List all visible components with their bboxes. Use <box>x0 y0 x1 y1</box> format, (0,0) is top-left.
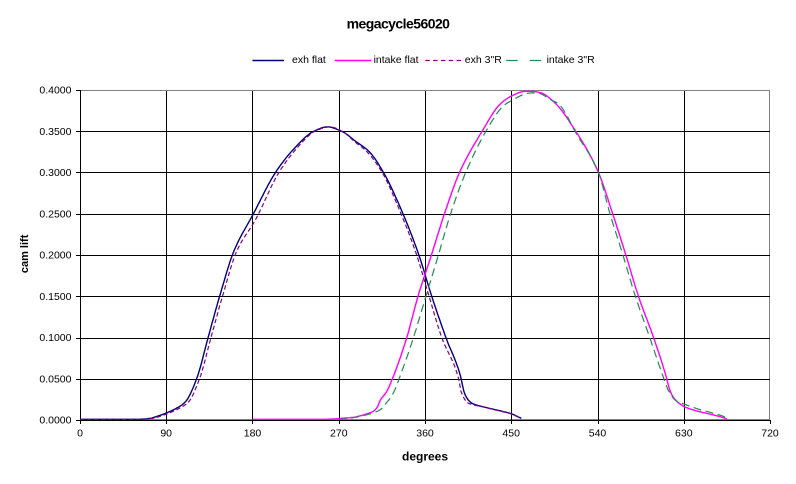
svg-text:0.2500: 0.2500 <box>39 208 71 220</box>
svg-text:exh 3"R: exh 3"R <box>465 54 502 66</box>
svg-text:360: 360 <box>416 428 434 440</box>
svg-text:degrees: degrees <box>402 450 448 464</box>
svg-text:0.3500: 0.3500 <box>39 126 71 138</box>
svg-text:intake flat: intake flat <box>374 54 419 66</box>
svg-text:540: 540 <box>589 428 607 440</box>
svg-text:720: 720 <box>761 428 779 440</box>
svg-text:megacycle56020: megacycle56020 <box>347 16 451 32</box>
svg-text:0.3000: 0.3000 <box>39 167 71 179</box>
svg-text:cam lift: cam lift <box>19 234 31 273</box>
svg-text:270: 270 <box>330 428 348 440</box>
svg-text:630: 630 <box>675 428 693 440</box>
svg-text:0.1000: 0.1000 <box>39 332 71 344</box>
svg-text:450: 450 <box>502 428 520 440</box>
svg-text:0.1500: 0.1500 <box>39 291 71 303</box>
svg-text:intake 3"R: intake 3"R <box>547 54 596 66</box>
svg-text:0.0500: 0.0500 <box>39 373 71 385</box>
svg-text:0.4000: 0.4000 <box>39 85 71 97</box>
svg-text:0.2000: 0.2000 <box>39 250 71 262</box>
svg-text:0.0000: 0.0000 <box>39 415 71 427</box>
svg-text:90: 90 <box>160 428 172 440</box>
svg-text:180: 180 <box>244 428 262 440</box>
svg-text:0: 0 <box>77 428 83 440</box>
svg-text:exh flat: exh flat <box>292 54 326 66</box>
